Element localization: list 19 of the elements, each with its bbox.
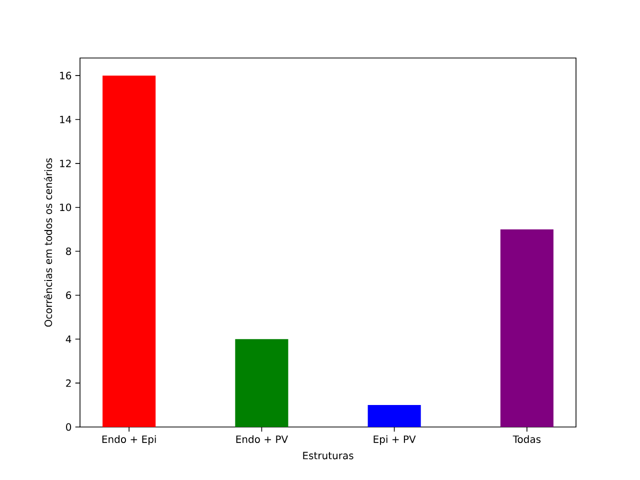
bar: [500, 229, 554, 427]
y-tick-label: 8: [66, 248, 72, 256]
bar: [102, 76, 156, 427]
x-tick-label: Epi + PV: [374, 435, 416, 445]
y-tick-label: 14: [60, 116, 72, 124]
bar: [368, 405, 421, 427]
y-tick-label: 12: [60, 160, 71, 168]
y-tick-label: 10: [60, 204, 72, 212]
y-tick-label: 2: [66, 379, 71, 387]
x-tick-label: Endo + Epi: [102, 435, 156, 445]
x-axis-title: Estruturas: [303, 452, 354, 460]
bar: [235, 339, 288, 427]
y-tick-label: 0: [66, 423, 72, 431]
y-tick-label: 16: [60, 72, 72, 80]
y-tick-label: 6: [66, 291, 72, 299]
y-axis-title: Ocorrências em todos os cenários: [44, 158, 52, 327]
x-tick-label: Todas: [512, 435, 541, 444]
x-tick-label: Endo + PV: [236, 435, 288, 444]
y-tick-label: 4: [66, 336, 72, 343]
